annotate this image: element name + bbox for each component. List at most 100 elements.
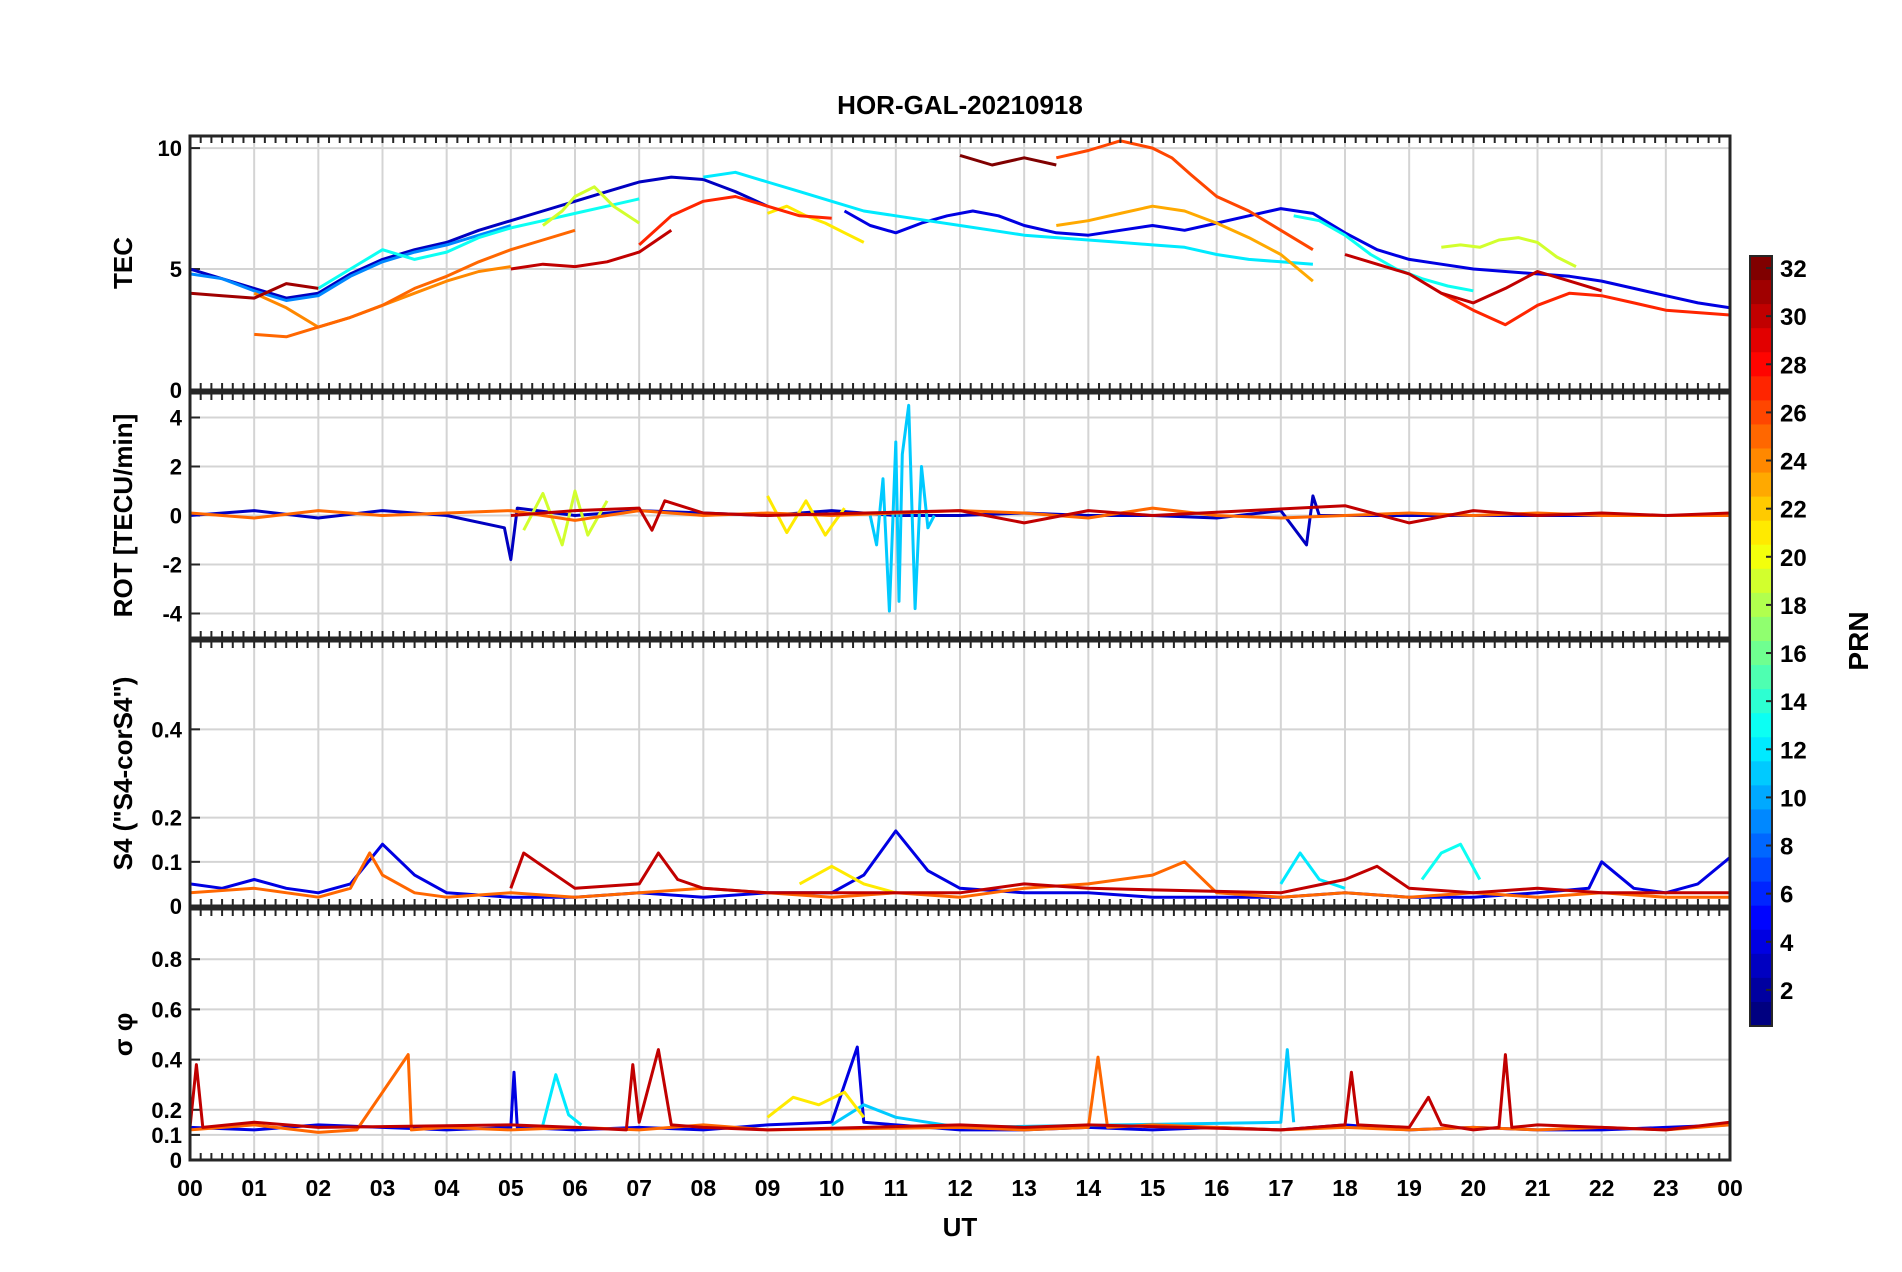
x-tick-label: 07 bbox=[626, 1175, 652, 1201]
colorbar-swatch bbox=[1750, 809, 1772, 835]
colorbar-swatch bbox=[1750, 881, 1772, 907]
colorbar-swatch bbox=[1750, 448, 1772, 474]
y-tick-label: 0.4 bbox=[151, 1048, 182, 1073]
colorbar-swatch bbox=[1750, 376, 1772, 401]
y-tick-label: 0.8 bbox=[151, 947, 182, 972]
colorbar-swatch bbox=[1750, 713, 1772, 738]
panels: 0 5 10 TEC -4 -2 0 2 4 ROT [TECU/min] 00.10.20.4S4… bbox=[108, 134, 1732, 1173]
series-group bbox=[190, 829, 1730, 899]
y-tick-label: 0.1 bbox=[151, 850, 182, 875]
series-prn-27 bbox=[638, 195, 832, 247]
series-prn-27 bbox=[1440, 291, 1730, 327]
x-tick-label: 10 bbox=[819, 1175, 845, 1201]
y-tick-label: -2 bbox=[162, 553, 182, 578]
y-axis-label: S4 ("S4-corS4") bbox=[108, 677, 138, 871]
colorbar-swatch bbox=[1750, 400, 1772, 426]
y-axis-label: TEC bbox=[108, 237, 138, 289]
series-prn-25 bbox=[254, 228, 576, 339]
series-prn-21 bbox=[766, 1090, 865, 1119]
x-tick-label: 02 bbox=[306, 1175, 332, 1201]
colorbar-swatch bbox=[1750, 520, 1772, 546]
colorbar-swatch bbox=[1750, 424, 1772, 450]
x-tick-label: 19 bbox=[1396, 1175, 1422, 1201]
colorbar-tick-label: 20 bbox=[1780, 545, 1807, 572]
colorbar-swatch bbox=[1750, 737, 1772, 762]
series-prn-23 bbox=[1056, 204, 1314, 283]
x-axis-label: UT bbox=[943, 1212, 978, 1242]
colorbar-tick-label: 32 bbox=[1780, 256, 1807, 283]
colorbar-tick-label: 2 bbox=[1780, 978, 1793, 1005]
x-tick-label: 12 bbox=[947, 1175, 973, 1201]
colorbar-swatch bbox=[1750, 857, 1772, 883]
colorbar-tick-label: 26 bbox=[1780, 400, 1807, 427]
series-prn-30 bbox=[510, 229, 673, 271]
x-tick-label: 15 bbox=[1140, 1175, 1166, 1201]
colorbar-tick-label: 28 bbox=[1780, 352, 1807, 379]
colorbar-tick-label: 12 bbox=[1780, 737, 1807, 764]
y-tick-label: 4 bbox=[170, 406, 183, 431]
panel-1: 0 5 10 TEC bbox=[108, 134, 1732, 403]
colorbar-tick-label: 18 bbox=[1780, 593, 1807, 620]
series-prn-3 bbox=[190, 494, 1730, 562]
x-tick-label: 21 bbox=[1525, 1175, 1551, 1201]
series-prn-31 bbox=[190, 282, 319, 300]
colorbar-swatch bbox=[1750, 953, 1772, 979]
series-prn-26 bbox=[1055, 139, 1314, 251]
colorbar-swatch bbox=[1750, 833, 1772, 859]
panel-3: 0 0.1 0.2 0.4 S4 ("S4-corS4") bbox=[108, 639, 1732, 919]
y-tick-label: 0.6 bbox=[151, 997, 182, 1022]
x-tick-label: 04 bbox=[434, 1175, 460, 1201]
series-prn-30 bbox=[190, 1048, 1730, 1132]
y-tick-label: 0 bbox=[170, 1148, 182, 1173]
y-tick-label: 10 bbox=[158, 136, 182, 161]
x-tick-label: 00 bbox=[177, 1175, 203, 1201]
x-tick-label: 16 bbox=[1204, 1175, 1230, 1201]
colorbar-tick-label: 14 bbox=[1780, 689, 1807, 716]
x-tick-label: 23 bbox=[1653, 1175, 1679, 1201]
y-tick-label: -4 bbox=[162, 602, 182, 627]
series-group bbox=[190, 403, 1730, 613]
chart-title: HOR-GAL-20210918 bbox=[837, 90, 1083, 120]
series-prn-4 bbox=[843, 207, 1730, 310]
series-prn-12 bbox=[703, 170, 1314, 266]
colorbar-swatch bbox=[1750, 641, 1772, 666]
series-prn-30 bbox=[509, 851, 1730, 895]
colorbar-swatch bbox=[1750, 616, 1772, 642]
series-prn-9 bbox=[190, 224, 512, 302]
y-axis-label: σ φ bbox=[108, 1013, 138, 1057]
y-tick-label: 5 bbox=[170, 257, 182, 282]
x-tick-label: 09 bbox=[755, 1175, 781, 1201]
x-tick-label: 11 bbox=[884, 1175, 909, 1201]
series-prn-21 bbox=[798, 864, 897, 895]
series-group bbox=[190, 1045, 1730, 1134]
series-prn-13 bbox=[1420, 842, 1482, 881]
series-prn-21 bbox=[766, 204, 865, 244]
colorbar-swatch bbox=[1750, 905, 1772, 931]
colorbar-tick-label: 8 bbox=[1780, 834, 1793, 861]
x-tick-label: 00 bbox=[1717, 1175, 1743, 1201]
panel-4: 00.10.2 0.4 0.6 0.8 σ φ bbox=[108, 907, 1732, 1173]
colorbar-swatch bbox=[1750, 568, 1772, 594]
y-tick-label: 2 bbox=[170, 455, 182, 480]
series-prn-30 bbox=[1344, 253, 1603, 305]
colorbar-swatch bbox=[1750, 304, 1772, 329]
y-tick-label: 0 bbox=[170, 504, 182, 529]
series-prn-12 bbox=[1279, 851, 1346, 890]
colorbar-swatch bbox=[1750, 280, 1772, 305]
colorbar-swatch bbox=[1750, 592, 1772, 618]
y-tick-label: 0.1 bbox=[151, 1123, 182, 1148]
colorbar-tick-label: 10 bbox=[1780, 785, 1807, 812]
series-prn-3 bbox=[190, 175, 769, 300]
series-prn-11 bbox=[868, 403, 936, 613]
colorbar-swatch bbox=[1750, 929, 1772, 955]
x-tick-label: 18 bbox=[1332, 1175, 1358, 1201]
y-axis-label: ROT [TECU/min] bbox=[108, 414, 138, 618]
series-prn-21 bbox=[766, 495, 846, 537]
colorbar-frame bbox=[1749, 255, 1773, 1027]
series-prn-30 bbox=[510, 499, 1730, 532]
series-prn-32 bbox=[959, 153, 1057, 167]
colorbar-tick-label: 24 bbox=[1780, 449, 1807, 476]
series-prn-25 bbox=[190, 1053, 1730, 1134]
